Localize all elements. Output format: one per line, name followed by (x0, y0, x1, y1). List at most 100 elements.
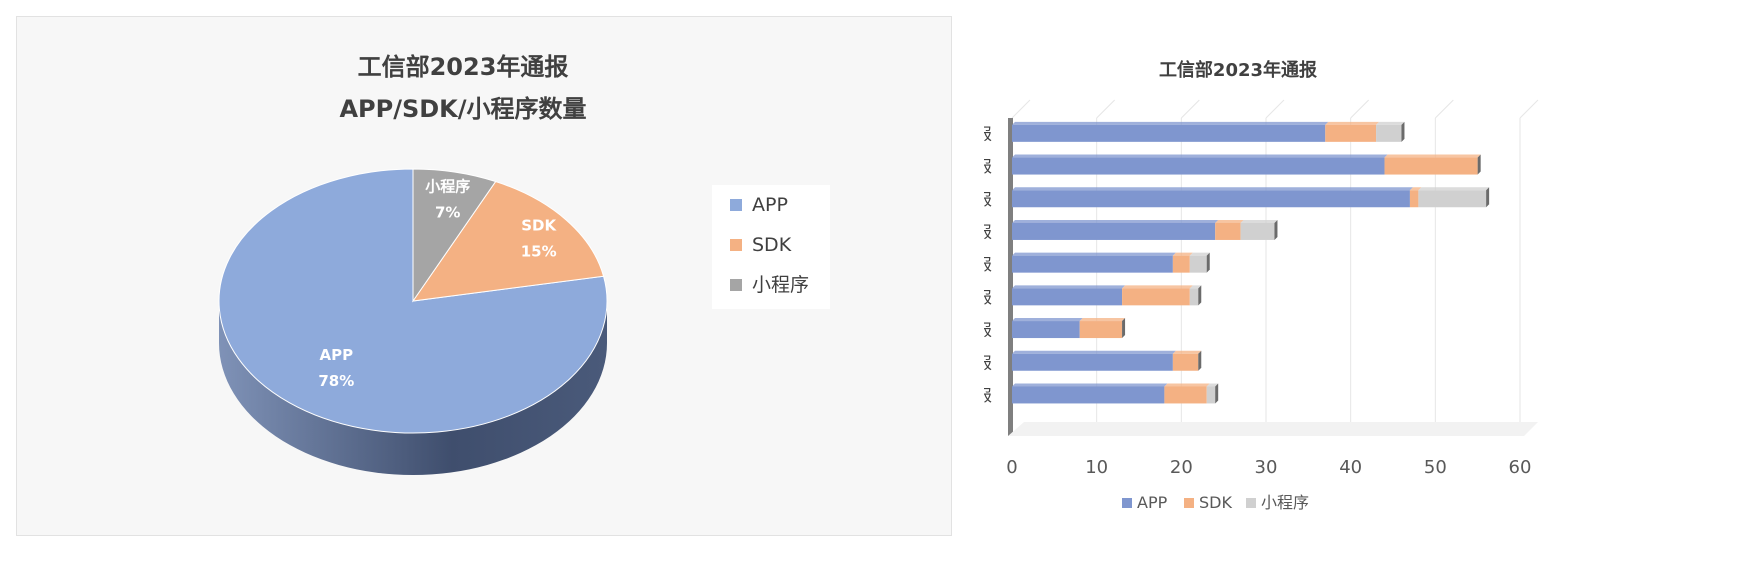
category-label: 第五批通报 (984, 255, 992, 274)
category-label: 第四批通报 (984, 222, 992, 241)
bar-SDK (1172, 353, 1199, 371)
bar-top-APP (1012, 219, 1219, 223)
bar-SDK (1409, 190, 1419, 208)
category-label: 第二批通报 (984, 157, 992, 176)
grid-line-top (1180, 99, 1200, 119)
bar-SDK (1164, 386, 1207, 404)
bar-top-APP (1012, 187, 1413, 191)
pie-legend-swatch (730, 239, 742, 251)
bar-top-APP (1012, 383, 1168, 387)
grid-line-top (1519, 99, 1539, 119)
pie-slice-value: 7% (435, 203, 460, 221)
bar-小程序 (1418, 190, 1487, 208)
pie-slice-SDK (411, 180, 605, 302)
bar-end-face (1198, 285, 1202, 306)
category-label: 第八批通报 (984, 353, 992, 372)
bar-SDK (1384, 157, 1478, 175)
bar-top-SDK (1215, 219, 1244, 223)
pie-side (219, 301, 607, 475)
bar-top-SDK (1384, 154, 1481, 158)
pie-chart-subtitle: APP/SDK/小程序数量 (339, 95, 586, 123)
bar-SDK (1079, 321, 1123, 339)
x-tick-label: 20 (1170, 457, 1193, 478)
bar-APP (1012, 353, 1173, 371)
bar-top-APP (1012, 121, 1329, 125)
category-label: 第三批通报 (984, 190, 992, 209)
bar-end-face (1477, 154, 1481, 175)
bar-top-SDK (1122, 285, 1193, 289)
bar-top-SDK (1172, 252, 1193, 256)
axis-floor (1008, 422, 1538, 436)
category-label: 第一批通报 (984, 124, 992, 143)
category-label: 第九批通报 (984, 386, 992, 405)
pie-slice-label: APP (320, 346, 354, 364)
pie-chart: 工信部2023年通报 APP/SDK/小程序数量 APP 78% SDK 15% 小程序… (218, 53, 830, 475)
grid-line-top (1434, 99, 1454, 119)
bar-小程序 (1189, 255, 1207, 273)
pie-slice-label: SDK (521, 217, 557, 235)
category-label: 第七批通报 (984, 321, 992, 340)
pie-chart-title: 工信部2023年通报 (358, 53, 569, 81)
pie-slice-APP (218, 168, 608, 434)
bar-chart-panel: 工信部2023年通报 0 10 20 30 40 50 60 第一批通报第二批通报第三批通报… (912, 16, 1744, 560)
bar-SDK (1325, 124, 1377, 142)
x-tick-label: 60 (1509, 457, 1532, 478)
bar-APP (1012, 222, 1216, 240)
bar-end-face (1486, 187, 1490, 208)
bar-chart: 工信部2023年通报 0 10 20 30 40 50 60 第一批通报第二批通报第三批通报… (912, 59, 1539, 512)
pie-chart-panel: 工信部2023年通报 APP/SDK/小程序数量 APP 78% SDK 15% 小程序… (16, 16, 952, 536)
axis-wall (1008, 118, 1013, 436)
pie-legend: APP SDK 小程序 (712, 185, 830, 309)
pie-slice-value: 15% (521, 243, 557, 261)
x-tick-label: 30 (1255, 457, 1278, 478)
bar-end-face (1401, 121, 1405, 142)
grid-line-top (1096, 99, 1116, 119)
bar-SDK (1122, 288, 1190, 306)
bar-legend-item: SDK (1199, 493, 1232, 512)
bar-APP (1012, 288, 1123, 306)
bar-APP (1012, 157, 1385, 175)
grid-line-top (1265, 99, 1285, 119)
bar-小程序 (1376, 124, 1402, 142)
bar-end-face (1274, 219, 1278, 240)
bar-SDK (1215, 222, 1241, 240)
pie-slice-label: 小程序 (425, 177, 470, 195)
pie-legend-item: 小程序 (752, 274, 809, 296)
bar-end-face (1215, 383, 1219, 404)
bar-top-小程序 (1376, 121, 1405, 125)
grid-line-top (1350, 99, 1370, 119)
bar-top-APP (1012, 285, 1126, 289)
bar-legend-item: APP (1137, 493, 1168, 512)
bar-top-小程序 (1240, 219, 1278, 223)
bar-legend-swatch (1122, 498, 1132, 508)
bar-top-小程序 (1189, 252, 1210, 256)
bar-top-SDK (1409, 187, 1422, 191)
pie-legend-swatch (730, 199, 742, 211)
bar-legend-swatch (1184, 498, 1194, 508)
bar-小程序 (1206, 386, 1216, 404)
bar-小程序 (1240, 222, 1275, 240)
pie-legend-item: SDK (752, 234, 792, 256)
bar-top-小程序 (1189, 285, 1202, 289)
pie-slice-value: 78% (318, 372, 354, 390)
bar-end-face (1206, 252, 1210, 273)
category-label: 第六批通报 (984, 288, 992, 307)
pie-legend-swatch (730, 279, 742, 291)
pie-legend-item: APP (752, 194, 788, 216)
bar-top-APP (1012, 252, 1176, 256)
bar-top-小程序 (1418, 187, 1490, 191)
bar-chart-title: 工信部2023年通报 (1159, 59, 1317, 81)
bar-legend-swatch (1246, 498, 1256, 508)
pie-slice-小程序 (412, 168, 497, 303)
bar-小程序 (1189, 288, 1199, 306)
bar-end-face (1122, 318, 1126, 339)
bar-SDK (1172, 255, 1190, 273)
bar-legend: APP SDK 小程序 (1122, 493, 1309, 512)
bar-top-SDK (1325, 121, 1380, 125)
bar-legend-item: 小程序 (1261, 493, 1309, 512)
x-tick-label: 0 (1006, 457, 1017, 478)
x-tick-label: 10 (1085, 457, 1108, 478)
bar-top-SDK (1172, 350, 1202, 354)
bar-top-SDK (1079, 318, 1126, 322)
bar-top-SDK (1164, 383, 1210, 387)
